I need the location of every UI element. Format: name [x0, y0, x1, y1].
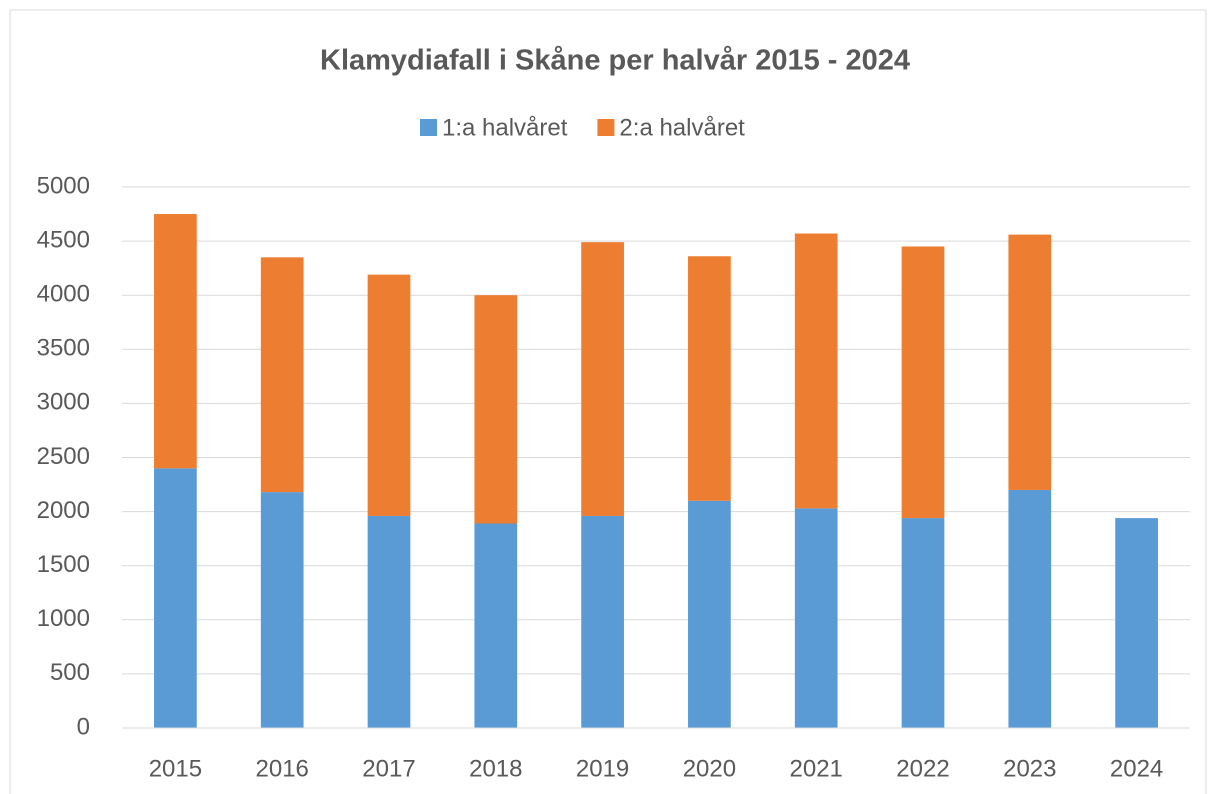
bar-segment — [901, 246, 945, 519]
x-tick-label: 2018 — [469, 755, 522, 782]
y-tick-label: 1500 — [37, 551, 90, 578]
y-tick-label: 5000 — [37, 172, 90, 199]
chart-title: Klamydiafall i Skåne per halvår 2015 - 2… — [320, 45, 910, 77]
bar-segment — [154, 214, 197, 469]
bar-segment — [581, 242, 624, 516]
y-tick-label: 3000 — [37, 389, 90, 416]
bar-segment — [688, 500, 731, 728]
bar-segment — [1008, 234, 1052, 490]
x-tick-label: 2020 — [683, 755, 736, 782]
bar-segment — [260, 492, 304, 728]
x-tick-label: 2016 — [256, 755, 309, 782]
bar-segment — [154, 468, 197, 728]
bar-segment — [901, 518, 945, 728]
bar-segment — [794, 508, 838, 728]
x-tick-label: 2017 — [362, 755, 415, 782]
legend-swatch — [597, 119, 615, 136]
legend-label: 2:a halvåret — [619, 114, 745, 141]
legend-swatch — [420, 119, 437, 136]
y-tick-label: 4000 — [37, 281, 90, 308]
x-tick-label: 2021 — [790, 755, 843, 782]
x-tick-label: 2024 — [1110, 755, 1163, 782]
y-tick-label: 3500 — [37, 335, 90, 362]
x-tick-label: 2023 — [1003, 755, 1056, 782]
bar-segment — [1008, 489, 1052, 728]
bar-segment — [474, 295, 518, 524]
bar-segment — [1115, 518, 1158, 728]
x-tick-label: 2015 — [149, 755, 202, 782]
x-tick-label: 2022 — [896, 755, 949, 782]
bar-segment — [367, 274, 411, 516]
y-tick-label: 1000 — [37, 605, 90, 632]
y-tick-label: 4500 — [37, 226, 90, 253]
bar-segment — [688, 256, 731, 501]
bar-segment — [474, 523, 518, 728]
bar-segment — [794, 233, 838, 509]
y-tick-label: 500 — [50, 659, 90, 686]
y-tick-label: 2000 — [37, 497, 90, 524]
bar-segment — [260, 257, 304, 493]
bar-segment — [367, 515, 411, 728]
y-tick-label: 0 — [77, 713, 90, 740]
bar-segment — [581, 515, 624, 728]
x-tick-label: 2019 — [576, 755, 629, 782]
legend-label: 1:a halvåret — [442, 114, 568, 141]
y-tick-label: 2500 — [37, 443, 90, 470]
